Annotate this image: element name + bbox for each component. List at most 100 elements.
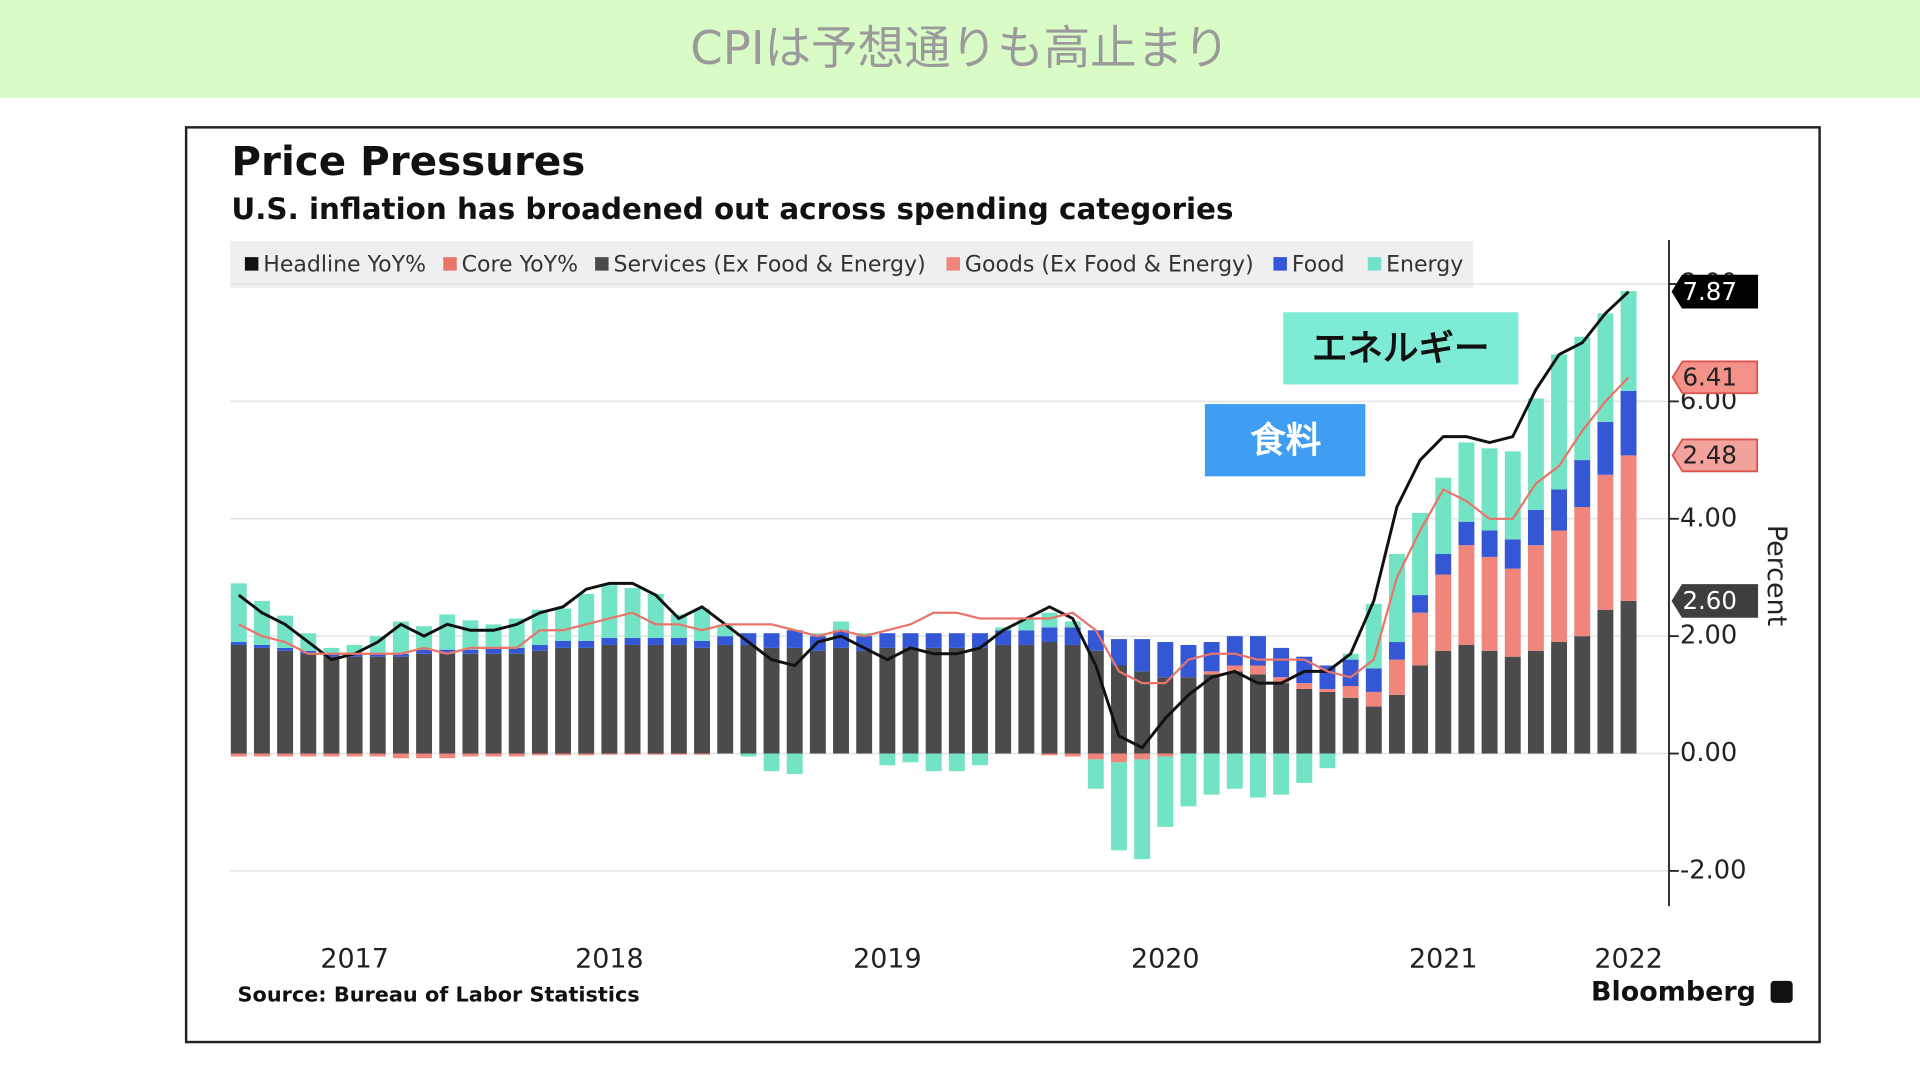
- bar-segment: [230, 642, 247, 645]
- bar-segment: [1481, 650, 1498, 754]
- bar-segment: [1134, 639, 1151, 672]
- bar-segment: [392, 753, 409, 759]
- y-tick-label: 2.00: [1680, 621, 1737, 651]
- bar-segment: [439, 753, 456, 759]
- bar-segment: [1250, 674, 1266, 754]
- bar-segment: [1458, 644, 1475, 754]
- bar-segment: [601, 637, 618, 645]
- banner: [0, 0, 1920, 98]
- bar-segment: [462, 620, 479, 650]
- bar-segment: [531, 650, 548, 754]
- bar-segment: [624, 753, 641, 755]
- bar-segment: [1226, 671, 1243, 754]
- bar-segment: [902, 753, 919, 763]
- bar-segment: [763, 633, 780, 648]
- bar-segment: [531, 609, 548, 645]
- chart-subtitle: U.S. inflation has broadened out across …: [231, 192, 1233, 226]
- bar-segment: [1273, 677, 1290, 684]
- bar-segment: [670, 614, 687, 638]
- bar-segment: [1157, 756, 1174, 827]
- x-tick-label: 2022: [1594, 944, 1663, 975]
- bar-segment: [1203, 753, 1220, 795]
- bar-segment: [1064, 621, 1081, 628]
- bar-segment: [300, 753, 317, 757]
- bar-segment: [531, 644, 548, 651]
- bar-segment: [1226, 665, 1243, 672]
- bar-segment: [323, 653, 340, 657]
- bar-segment: [647, 637, 664, 645]
- bar-segment: [1296, 656, 1313, 684]
- bar-segment: [1458, 521, 1475, 546]
- bar-segment: [670, 753, 687, 755]
- annotation: 食料: [1250, 420, 1321, 461]
- bar-segment: [1203, 671, 1220, 675]
- bar-segment: [624, 637, 641, 645]
- bar-segment: [508, 647, 525, 654]
- bar-segment: [694, 753, 710, 755]
- end-label: 2.60: [1682, 586, 1736, 615]
- bar-segment: [1203, 674, 1220, 754]
- bar-segment: [1319, 691, 1336, 754]
- bar-segment: [879, 647, 896, 754]
- bar-segment: [1620, 600, 1637, 754]
- bar-segment: [670, 637, 687, 645]
- annotation: エネルギー: [1312, 328, 1490, 369]
- bar-segment: [1527, 398, 1544, 510]
- brand: Bloomberg: [1591, 977, 1756, 1008]
- bar-segment: [230, 753, 247, 757]
- bar-segment: [1620, 390, 1637, 456]
- bar-segment: [856, 633, 873, 637]
- end-label-box: [1671, 438, 1759, 473]
- bar-segment: [1273, 683, 1290, 754]
- bar-segment: [1551, 642, 1568, 754]
- bar-segment: [485, 653, 502, 754]
- legend-swatch: [1273, 257, 1287, 271]
- bar-segment: [323, 753, 340, 757]
- bar-segment: [1597, 609, 1614, 754]
- bar-segment: [1504, 568, 1521, 657]
- bar-segment: [1087, 753, 1104, 760]
- bar-segment: [1458, 442, 1475, 522]
- bar-segment: [1481, 556, 1498, 651]
- bar-segment: [1111, 762, 1127, 851]
- bar-segment: [1134, 671, 1151, 754]
- bar-segment: [1342, 686, 1359, 698]
- bar-segment: [1574, 460, 1591, 508]
- line-series: [238, 376, 1630, 685]
- bar-segment: [1157, 642, 1174, 678]
- bar-segment: [439, 653, 456, 754]
- bar-segment: [1365, 706, 1382, 754]
- bar-segment: [578, 593, 595, 641]
- bar-segment: [300, 650, 317, 654]
- bar-segment: [1365, 603, 1382, 669]
- bar-segment: [369, 656, 386, 754]
- bar-segment: [1435, 574, 1452, 651]
- bar-segment: [647, 753, 664, 755]
- bar-segment: [1018, 630, 1035, 645]
- bar-segment: [369, 753, 386, 757]
- legend-label: Goods (Ex Food & Energy): [965, 253, 1254, 278]
- bar-segment: [462, 649, 479, 654]
- bar-segment: [1018, 618, 1035, 631]
- bar-segment: [879, 633, 896, 648]
- bar-segment: [1041, 753, 1058, 756]
- bar-segment: [230, 583, 247, 643]
- bar-segment: [1504, 539, 1521, 569]
- x-tick-label: 2018: [575, 944, 644, 975]
- bar-segment: [694, 647, 710, 754]
- bar-segment: [1111, 665, 1127, 754]
- x-tick-label: 2019: [853, 944, 922, 975]
- bar-segment: [1111, 639, 1127, 666]
- bar-segment: [833, 621, 849, 631]
- bar-segment: [763, 753, 780, 772]
- bar-segment: [1388, 694, 1405, 754]
- bar-segment: [1527, 545, 1544, 651]
- bar-segment: [1551, 354, 1568, 490]
- bar-segment: [833, 647, 849, 754]
- bar-segment: [1458, 545, 1475, 645]
- bar-segment: [1412, 595, 1429, 613]
- annotation-box: [1283, 312, 1519, 385]
- bar-segment: [1041, 642, 1058, 754]
- bar-segment: [1365, 691, 1382, 707]
- legend-swatch: [244, 257, 259, 271]
